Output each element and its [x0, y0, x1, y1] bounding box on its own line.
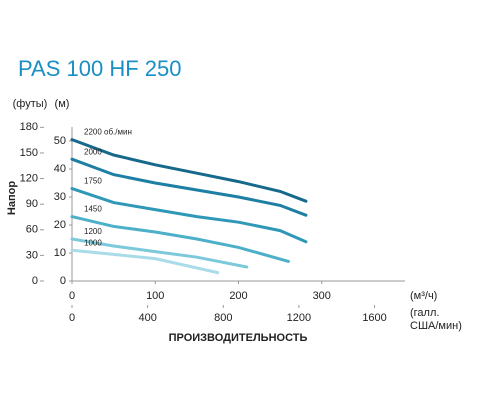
curve	[70, 157, 308, 217]
y-label: Напор	[6, 181, 18, 215]
curve-label: 2200 об./мин	[84, 128, 132, 137]
x2-tick-label: 1600	[362, 312, 386, 324]
y-tick-label: 50	[54, 135, 66, 147]
x-tick-label: 300	[313, 290, 331, 302]
x-tick-label: 100	[146, 290, 164, 302]
curve	[70, 187, 308, 244]
y2-tick-label: 90	[26, 198, 38, 210]
x2-tick-label: 400	[138, 312, 156, 324]
x2-unit: США/мин)	[410, 320, 462, 332]
y2-tick-label: 180	[20, 121, 38, 133]
y-tick-label: 30	[54, 191, 66, 203]
y-tick-label: 10	[54, 247, 66, 259]
x2-unit: (галл.	[410, 307, 439, 319]
curve-label: 2000	[84, 147, 102, 156]
y2-tick-label: 150	[20, 147, 38, 159]
x-tick-label: 0	[69, 290, 75, 302]
curve	[70, 138, 308, 203]
curve	[70, 215, 290, 263]
curve	[70, 248, 220, 275]
x-label: ПРОИЗВОДИТЕЛЬНОСТЬ	[169, 332, 308, 344]
x-tick-label: 200	[229, 290, 247, 302]
x-unit: (м³/ч)	[410, 290, 437, 302]
x2-tick-label: 0	[69, 312, 75, 324]
y-tick-label: 40	[54, 163, 66, 175]
y2-tick-label: 30	[26, 249, 38, 261]
y-unit: (м)	[55, 98, 70, 110]
y2-tick-label: 0	[32, 275, 38, 287]
y-tick-label: 20	[54, 219, 66, 231]
y2-unit: (футы)	[13, 98, 48, 110]
x2-tick-label: 1200	[287, 312, 311, 324]
curve-label: 1200	[84, 227, 102, 236]
curve-label: 1750	[84, 177, 102, 186]
y2-tick-label: 120	[20, 172, 38, 184]
y-tick-label: 0	[60, 275, 66, 287]
curve-label: 1000	[84, 238, 102, 247]
x2-tick-label: 800	[214, 312, 232, 324]
curve	[70, 237, 249, 269]
chart-title: PAS 100 HF 250	[18, 56, 181, 81]
curve-label: 1450	[84, 205, 102, 214]
y2-tick-label: 60	[26, 224, 38, 236]
